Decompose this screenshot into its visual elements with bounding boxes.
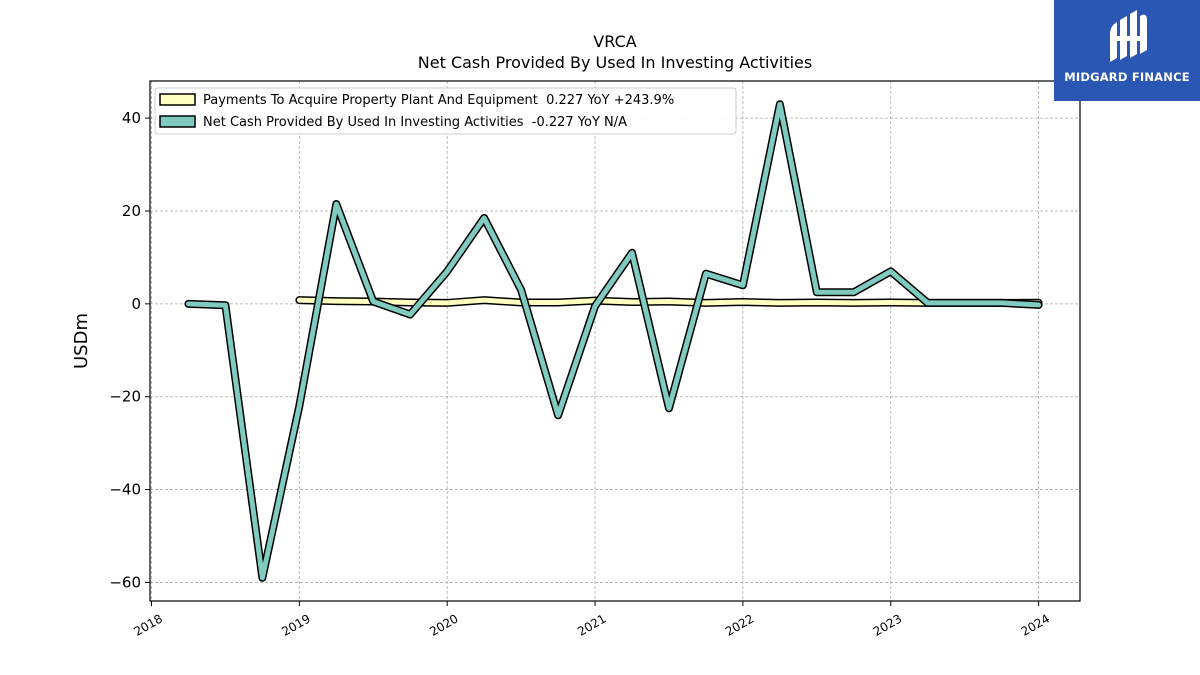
series-line-1 (185, 101, 1042, 581)
x-axis: 2018 2019 2020 2021 2022 2023 2024 (132, 601, 1052, 639)
series-band-1 (188, 101, 1039, 581)
y-tick-label: 40 (122, 109, 141, 127)
legend: Payments To Acquire Property Plant And E… (154, 87, 737, 135)
legend-swatch-ppe (159, 93, 196, 106)
x-tick-label: 2020 (427, 611, 460, 638)
chart-subtitle: Net Cash Provided By Used In Investing A… (418, 53, 812, 72)
grid (150, 81, 1080, 601)
x-tick-label: 2023 (871, 611, 904, 638)
logo-mark-icon (1110, 10, 1147, 62)
legend-label-investing: Net Cash Provided By Used In Investing A… (203, 115, 627, 130)
plot-frame (149, 80, 1081, 602)
x-tick-label: 2018 (132, 611, 165, 638)
series-outline-1 (184, 100, 1043, 582)
y-tick-label: 0 (131, 295, 141, 313)
y-tick-label: −20 (109, 388, 141, 406)
series-layer (184, 100, 1043, 582)
x-tick-label: 2022 (723, 611, 756, 638)
x-tick-label: 2021 (575, 611, 608, 638)
midgard-finance-logo: MIDGARD FINANCE (1054, 0, 1200, 101)
chart-title: VRCA (593, 32, 636, 51)
y-tick-label: 20 (122, 202, 141, 220)
x-tick-label: 2019 (279, 611, 312, 638)
y-axis: 40 20 0 −20 −40 −60 (109, 109, 150, 591)
legend-box (154, 87, 737, 135)
y-axis-label: USDm (71, 313, 92, 369)
legend-label-ppe: Payments To Acquire Property Plant And E… (203, 93, 674, 108)
logo-text: MIDGARD FINANCE (1064, 70, 1190, 84)
y-tick-label: −60 (109, 573, 141, 591)
legend-swatch-investing (159, 115, 196, 128)
y-tick-label: −40 (109, 481, 141, 499)
x-tick-label: 2024 (1019, 611, 1052, 638)
